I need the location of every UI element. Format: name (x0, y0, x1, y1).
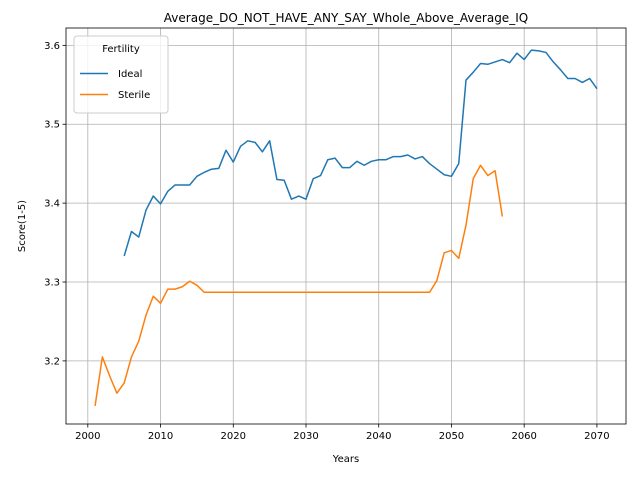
legend: Fertility Ideal Sterile (73, 35, 169, 114)
x-axis-ticks: 2000 2010 2020 2030 2040 2050 2060 2070 (75, 424, 610, 442)
y-tick-label: 3.4 (44, 199, 60, 210)
chart-title: Average_DO_NOT_HAVE_ANY_SAY_Whole_Above_… (164, 11, 528, 25)
x-tick-label: 2010 (148, 431, 173, 442)
x-axis-label: Years (332, 454, 359, 465)
legend-title: Fertility (102, 44, 140, 55)
series-line-ideal (123, 49, 598, 257)
x-tick-label: 2020 (221, 431, 246, 442)
x-tick-label: 2070 (584, 431, 609, 442)
y-tick-label: 3.2 (44, 356, 60, 367)
x-tick-label: 2040 (366, 431, 391, 442)
series-line-sterile (94, 164, 504, 406)
legend-label: Sterile (118, 90, 150, 101)
legend-items: Ideal Sterile (80, 69, 150, 101)
grid (66, 28, 626, 424)
y-tick-label: 3.3 (44, 278, 60, 289)
series-group (94, 49, 598, 406)
x-tick-label: 2030 (293, 431, 318, 442)
y-axis-label: Score(1-5) (17, 200, 28, 252)
plot-frame (65, 27, 627, 425)
x-tick-label: 2050 (439, 431, 464, 442)
y-tick-label: 3.6 (44, 41, 60, 52)
x-tick-label: 2000 (75, 431, 100, 442)
x-tick-label: 2060 (511, 431, 536, 442)
legend-label: Ideal (118, 69, 142, 80)
y-axis-ticks: 3.2 3.3 3.4 3.5 3.6 (44, 41, 66, 367)
y-tick-label: 3.5 (44, 120, 60, 131)
